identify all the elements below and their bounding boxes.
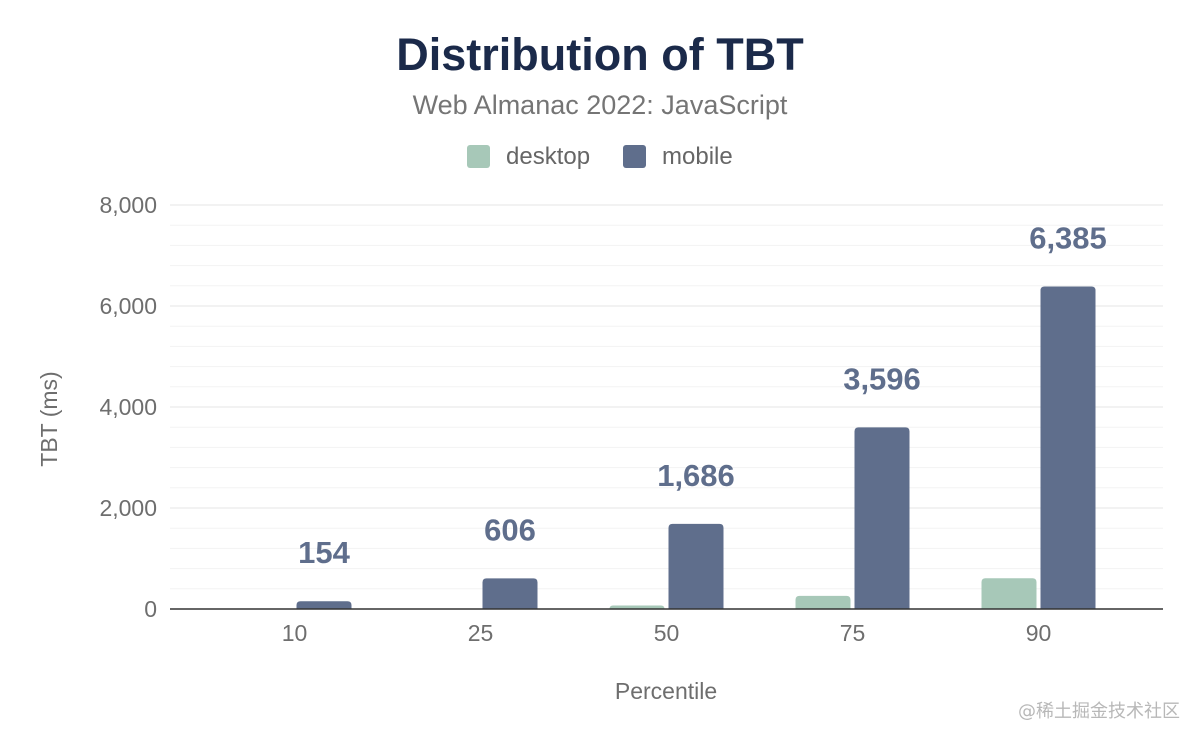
legend-label-mobile: mobile (662, 143, 733, 170)
data-label-mobile-p75: 3,596 (843, 361, 921, 396)
y-axis-tick-labels: 0 2,000 4,000 6,000 8,000 (99, 192, 157, 622)
bars (296, 286, 1096, 609)
bar-mobile-p25 (482, 578, 538, 609)
data-label-mobile-p90: 6,385 (1029, 221, 1107, 256)
gridlines (170, 204, 1163, 590)
bar-desktop-p75 (795, 595, 851, 609)
bar-mobile-p90 (1040, 286, 1096, 609)
x-tick-label-90: 90 (1026, 620, 1052, 646)
x-tick-label-50: 50 (654, 620, 680, 646)
y-tick-label-4000: 4,000 (99, 394, 157, 420)
legend-label-desktop: desktop (506, 143, 590, 170)
y-tick-label-8000: 8,000 (99, 192, 157, 218)
bar-mobile-p75 (854, 427, 910, 609)
y-axis-title: TBT (ms) (36, 371, 62, 466)
watermark-text: @稀土掘金技术社区 (1018, 701, 1180, 722)
legend-swatch-desktop (467, 145, 490, 168)
data-label-mobile-p25: 606 (484, 512, 536, 547)
chart-title: Distribution of TBT (396, 29, 803, 80)
data-label-mobile-p50: 1,686 (657, 458, 735, 493)
legend-swatch-mobile (623, 145, 646, 168)
x-tick-label-25: 25 (468, 620, 494, 646)
bar-desktop-p90 (981, 578, 1037, 609)
y-tick-label-0: 0 (144, 596, 157, 622)
x-tick-label-75: 75 (840, 620, 866, 646)
bar-desktop-p50 (609, 605, 665, 609)
x-axis-title: Percentile (615, 678, 717, 704)
x-axis-tick-labels: 10 25 50 75 90 (282, 620, 1052, 646)
bar-mobile-p10 (296, 601, 352, 609)
legend-item-desktop[interactable]: desktop (467, 143, 590, 170)
bar-mobile-p50 (668, 523, 724, 609)
data-labels: 154 606 1,686 3,596 6,385 (298, 221, 1107, 571)
y-tick-label-2000: 2,000 (99, 495, 157, 521)
chart-subtitle: Web Almanac 2022: JavaScript (413, 90, 788, 120)
y-tick-label-6000: 6,000 (99, 293, 157, 319)
legend-item-mobile[interactable]: mobile (623, 143, 733, 170)
data-label-mobile-p10: 154 (298, 535, 350, 570)
x-tick-label-10: 10 (282, 620, 308, 646)
legend: desktop mobile (467, 143, 733, 170)
